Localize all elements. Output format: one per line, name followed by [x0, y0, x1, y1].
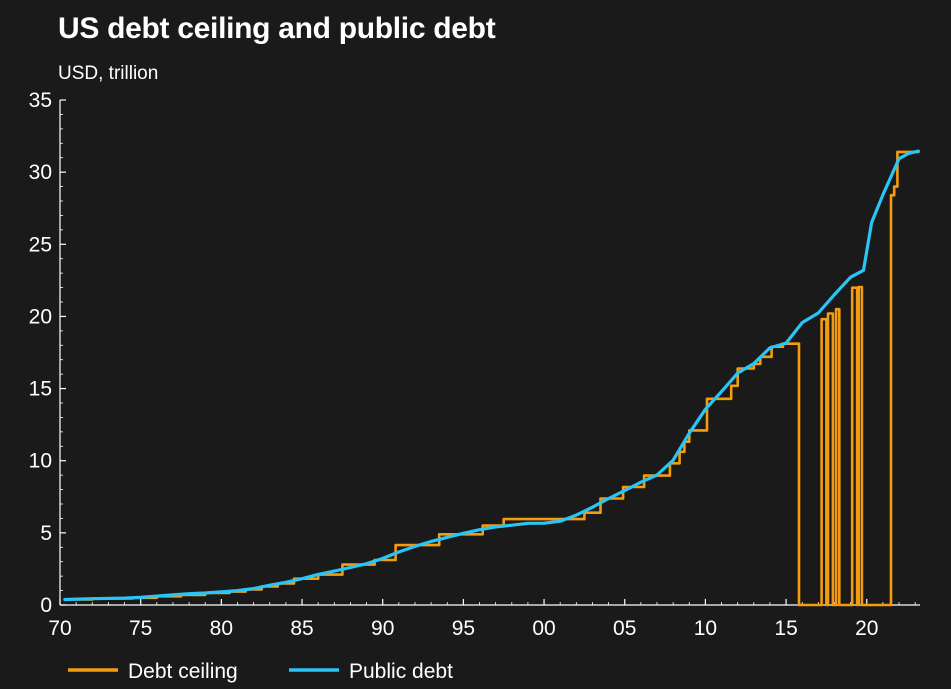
- y-tick-label: 0: [40, 594, 52, 617]
- legend-label-debt-ceiling: Debt ceiling: [128, 660, 238, 683]
- y-tick-label: 35: [29, 89, 52, 112]
- x-tick-label: 80: [210, 617, 233, 640]
- x-tick-label: 05: [613, 617, 636, 640]
- series-line-debt-ceiling: [63, 150, 920, 607]
- y-tick-label: 25: [29, 233, 52, 256]
- series-line-public-debt: [63, 149, 920, 602]
- legend: Debt ceiling Public debt: [68, 660, 453, 683]
- x-tick-label: 15: [774, 617, 797, 640]
- x-tick-label: 70: [48, 617, 71, 640]
- y-tick-label: 10: [29, 450, 52, 473]
- x-tick-label: 75: [129, 617, 152, 640]
- chart-title: US debt ceiling and public debt: [58, 12, 496, 45]
- chart-subtitle: USD, trillion: [58, 63, 159, 84]
- x-tick-label: 95: [452, 617, 475, 640]
- series-layer: [63, 149, 920, 607]
- y-tick-label: 5: [40, 522, 52, 545]
- x-tick-label: 90: [371, 617, 394, 640]
- x-tick-label: 85: [290, 617, 313, 640]
- x-tick-label: 00: [532, 617, 555, 640]
- y-tick-label: 15: [29, 378, 52, 401]
- x-tick-label: 10: [694, 617, 717, 640]
- y-tick-label: 20: [29, 305, 52, 328]
- y-tick-label: 30: [29, 161, 52, 184]
- x-tick-label: 20: [855, 617, 878, 640]
- legend-label-public-debt: Public debt: [349, 660, 453, 683]
